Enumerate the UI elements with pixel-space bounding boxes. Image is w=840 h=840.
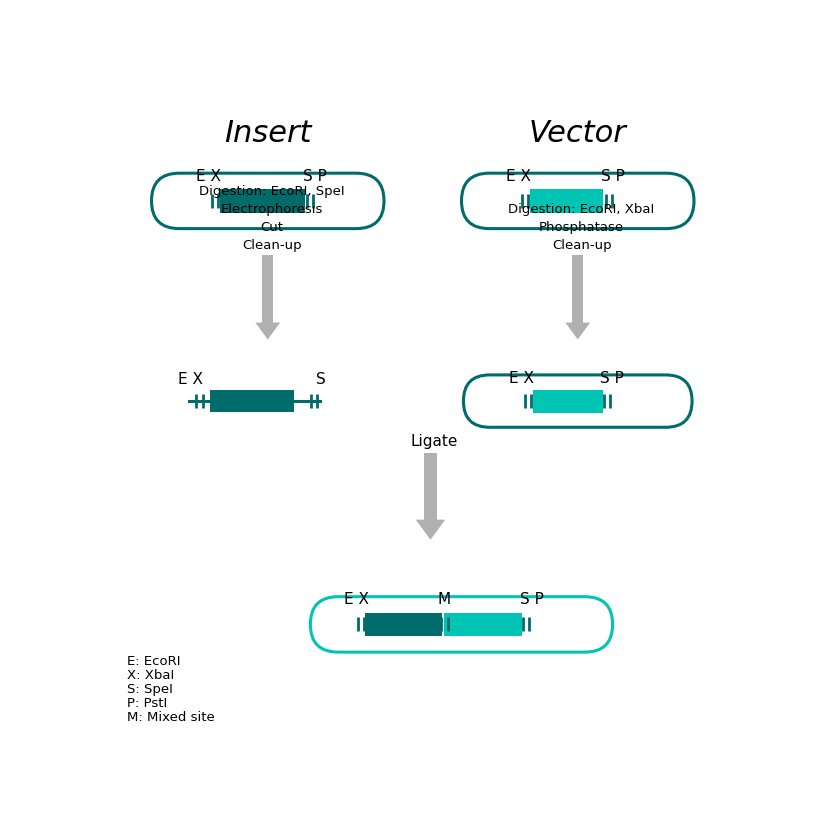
- Text: E X: E X: [507, 169, 532, 184]
- Bar: [220, 188, 305, 213]
- Text: S: SpeI: S: SpeI: [127, 683, 172, 696]
- Text: S P: S P: [520, 592, 544, 607]
- Polygon shape: [416, 520, 445, 540]
- Text: X: XbaI: X: XbaI: [127, 669, 174, 682]
- Polygon shape: [255, 323, 281, 339]
- Text: Ligate: Ligate: [411, 433, 458, 449]
- Text: E X: E X: [197, 169, 222, 184]
- Polygon shape: [565, 323, 591, 339]
- Text: S P: S P: [600, 370, 624, 386]
- Bar: [530, 188, 603, 213]
- Text: E X: E X: [344, 592, 369, 607]
- Text: E: EcoRI: E: EcoRI: [127, 655, 181, 668]
- Text: S: S: [316, 372, 325, 387]
- Bar: [533, 390, 602, 412]
- Text: Digestion: EcoRI, SpeI
Electrophoresis
Cut
Clean-up: Digestion: EcoRI, SpeI Electrophoresis C…: [199, 185, 344, 252]
- Bar: [210, 391, 294, 412]
- Bar: [262, 255, 273, 323]
- Text: Digestion: EcoRI, XbaI
Phosphatase
Clean-up: Digestion: EcoRI, XbaI Phosphatase Clean…: [508, 202, 654, 252]
- Text: P: PstI: P: PstI: [127, 697, 167, 710]
- Text: Insert: Insert: [224, 118, 312, 148]
- Text: S P: S P: [303, 169, 327, 184]
- Text: Vector: Vector: [529, 118, 627, 148]
- Text: S P: S P: [601, 169, 625, 184]
- Bar: [444, 613, 522, 636]
- Bar: [365, 613, 442, 636]
- Bar: [572, 255, 583, 323]
- Text: M: Mixed site: M: Mixed site: [127, 711, 214, 723]
- Bar: [424, 454, 437, 520]
- Text: M: M: [438, 592, 451, 607]
- Text: E X: E X: [509, 370, 534, 386]
- Text: E X: E X: [178, 372, 202, 387]
